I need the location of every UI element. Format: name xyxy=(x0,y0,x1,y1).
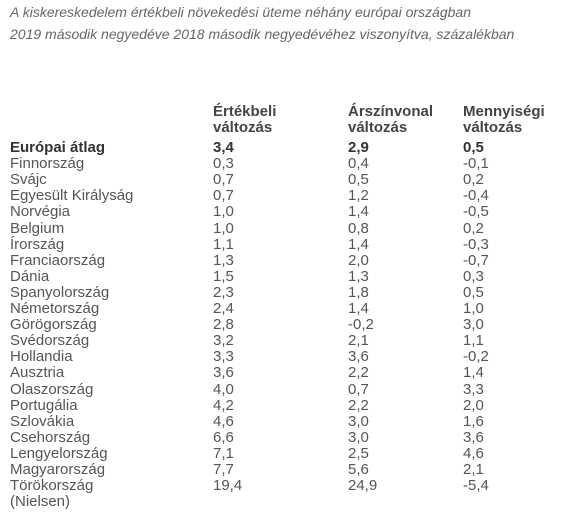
cell: 2,5 xyxy=(348,444,369,462)
cell: 3,0 xyxy=(348,412,369,430)
cell: 0,5 xyxy=(348,171,369,189)
cell: 5,6 xyxy=(348,461,369,478)
cell: 0,2 xyxy=(463,171,484,189)
cell: 2,2 xyxy=(348,396,369,414)
cell: 0,3 xyxy=(213,155,234,173)
row-label: Franciaország xyxy=(10,251,106,269)
row-label: Olaszország xyxy=(10,380,94,398)
cell: 0,5 xyxy=(463,139,484,156)
cell: 1,0 xyxy=(213,219,234,237)
cell: 3,4 xyxy=(213,139,234,156)
title-line: 2019 második negyedéve 2018 második negy… xyxy=(10,26,515,42)
cell: 0,8 xyxy=(348,219,369,237)
cell: -0,3 xyxy=(463,235,489,253)
cell: 1,3 xyxy=(213,251,234,269)
cell: 3,3 xyxy=(213,348,234,366)
row-label: Szlovákia xyxy=(10,412,75,430)
cell: 6,6 xyxy=(213,428,234,446)
cell: 0,7 xyxy=(213,187,234,205)
cell: 0,4 xyxy=(348,155,369,173)
cell: 1,0 xyxy=(213,203,234,221)
cell: 1,4 xyxy=(348,300,369,317)
cell: 2,1 xyxy=(463,461,484,478)
cell: 1,4 xyxy=(463,364,484,382)
cell: 3,0 xyxy=(348,428,369,446)
cell: 4,6 xyxy=(463,444,484,462)
row-label: Dánia xyxy=(10,267,50,285)
row-label: Egyesült Királyság xyxy=(10,187,134,205)
cell: 1,4 xyxy=(348,235,369,253)
cell: 0,3 xyxy=(463,267,484,285)
source: (Nielsen) xyxy=(10,493,71,510)
cell: 19,4 xyxy=(213,477,243,495)
row-label: Norvégia xyxy=(10,203,71,221)
cell: 1,5 xyxy=(213,267,234,285)
cell: -0,2 xyxy=(348,316,374,334)
cell: 3,6 xyxy=(213,364,234,382)
cell: 1,8 xyxy=(348,283,369,301)
row-label: Belgium xyxy=(10,219,65,237)
cell: 2,4 xyxy=(213,300,234,317)
cell: 1,4 xyxy=(348,203,369,221)
cell: 1,6 xyxy=(463,412,484,430)
cell: -5,4 xyxy=(463,477,489,495)
column-header: Értékbeli xyxy=(213,103,277,120)
cell: 7,1 xyxy=(213,444,234,462)
cell: 3,6 xyxy=(348,348,369,366)
row-label: Spanyolország xyxy=(10,283,110,301)
cell: 2,0 xyxy=(348,251,369,269)
row-label: Törökország xyxy=(10,477,94,495)
cell: 4,2 xyxy=(213,396,234,414)
cell: 3,2 xyxy=(213,332,234,350)
cell: 4,0 xyxy=(213,380,234,398)
row-label: Hollandia xyxy=(10,348,73,366)
cell: -0,2 xyxy=(463,348,489,366)
column-header: Árszínvonal xyxy=(348,103,434,120)
cell: 0,7 xyxy=(213,171,234,189)
row-label: Portugália xyxy=(10,396,78,414)
row-label: Görögország xyxy=(10,316,97,334)
cell: 3,3 xyxy=(463,380,484,398)
cell: 1,3 xyxy=(348,267,369,285)
row-label: Csehország xyxy=(10,428,91,446)
cell: 7,7 xyxy=(213,461,234,478)
cell: -0,7 xyxy=(463,251,489,269)
row-label: Finnország xyxy=(10,155,85,173)
cell: 3,0 xyxy=(463,316,484,334)
column-header: Mennyiségi xyxy=(463,103,545,120)
column-header: változás xyxy=(213,119,273,136)
cell: 1,0 xyxy=(463,300,484,317)
cell: 1,1 xyxy=(213,235,234,253)
cell: 0,7 xyxy=(348,380,369,398)
row-label: Magyarország xyxy=(10,461,106,478)
row-label: Svédország xyxy=(10,332,90,350)
cell: 0,2 xyxy=(463,219,484,237)
row-label: Írország xyxy=(10,235,65,253)
row-label: Lengyelország xyxy=(10,444,108,462)
cell: -0,5 xyxy=(463,203,489,221)
cell: 2,0 xyxy=(463,396,484,414)
column-header: változás xyxy=(348,119,408,136)
title-line: A kiskereskedelem értékbeli növekedési ü… xyxy=(10,4,471,20)
row-label: Európai átlag xyxy=(10,139,106,156)
row-label: Németország xyxy=(10,300,100,317)
cell: -0,1 xyxy=(463,155,489,173)
cell: 2,2 xyxy=(348,364,369,382)
cell: 2,9 xyxy=(348,139,369,156)
row-label: Svájc xyxy=(10,171,47,189)
cell: 2,8 xyxy=(213,316,234,334)
column-header: változás xyxy=(463,119,523,136)
cell: 0,5 xyxy=(463,283,484,301)
cell: 2,3 xyxy=(213,283,234,301)
cell: 4,6 xyxy=(213,412,234,430)
cell: 3,6 xyxy=(463,428,484,446)
cell: -0,4 xyxy=(463,187,489,205)
row-label: Ausztria xyxy=(10,364,65,382)
cell: 2,1 xyxy=(348,332,369,350)
cell: 24,9 xyxy=(348,477,378,495)
cell: 1,2 xyxy=(348,187,369,205)
cell: 1,1 xyxy=(463,332,484,350)
